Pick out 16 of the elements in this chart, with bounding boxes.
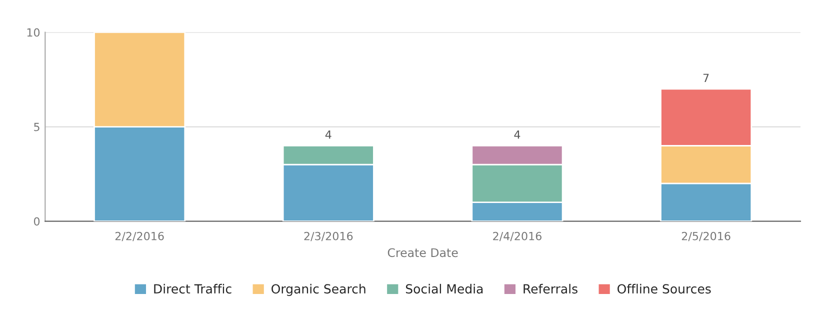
x-tick-label: 2/3/2016 — [304, 232, 353, 242]
legend-label: Organic Search — [272, 284, 366, 296]
x-tick-label: 2/4/2016 — [493, 232, 542, 242]
y-tick-label: 0 — [34, 217, 40, 226]
x-tick-label: 2/5/2016 — [682, 232, 730, 242]
total-label: 7 — [703, 74, 709, 82]
total-label: 4 — [325, 130, 332, 139]
y-tick-label: 10 — [27, 28, 40, 37]
x-tick-label: 2/2/2016 — [115, 232, 164, 242]
legend-label: Offline Sources — [618, 284, 711, 294]
legend-label: Referrals — [524, 284, 578, 294]
x-axis-title: Create Date — [388, 248, 458, 258]
y-tick-label: 5 — [34, 122, 40, 132]
total-label: 4 — [514, 130, 520, 139]
legend-label: Direct Traffic — [154, 284, 232, 294]
legend-label: Social Media — [406, 284, 483, 294]
